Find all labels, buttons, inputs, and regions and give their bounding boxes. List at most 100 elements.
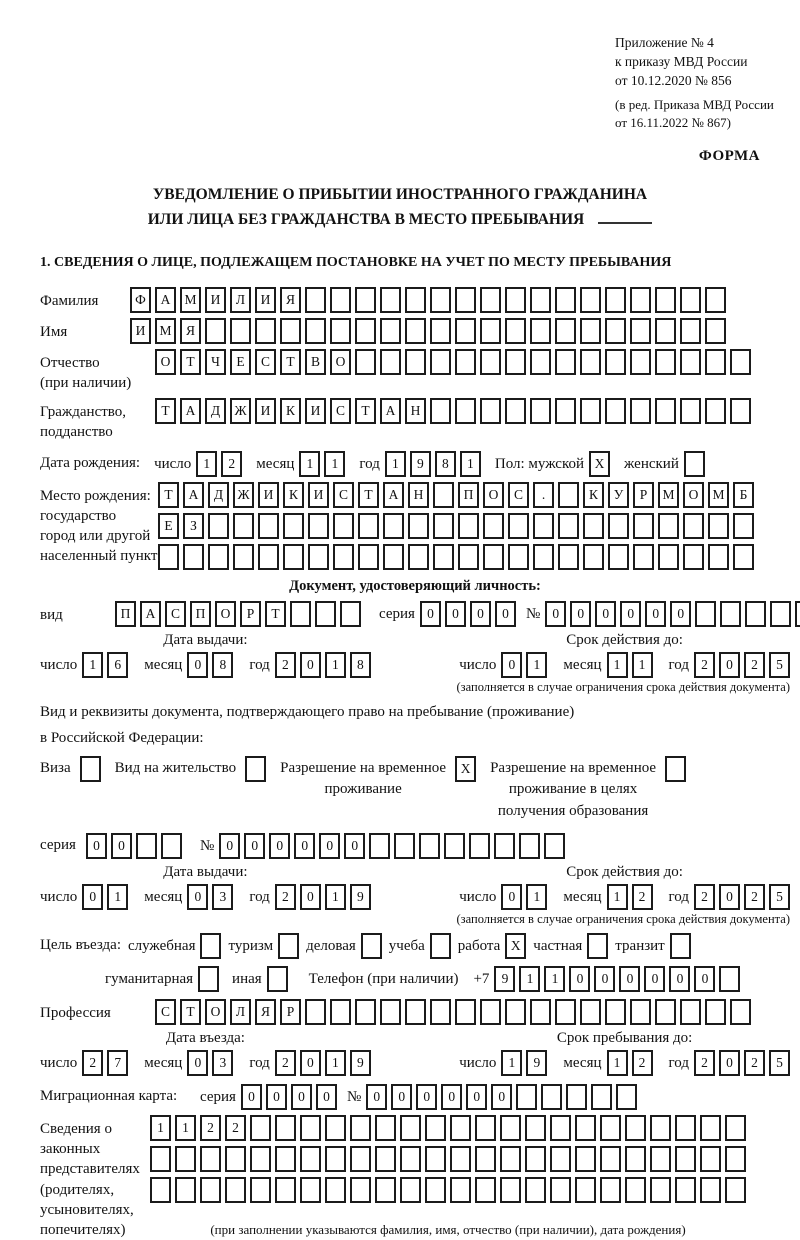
filled-cell: 0 — [644, 965, 666, 992]
filled-cell: 2 — [225, 1114, 246, 1141]
filled-cell: 0 — [569, 965, 591, 992]
empty-cell — [300, 1176, 321, 1203]
filled-cell: У — [608, 481, 629, 508]
empty-cell — [430, 398, 451, 425]
empty-cell — [430, 317, 451, 344]
filled-cell: 1 — [299, 450, 321, 477]
empty-cell — [655, 286, 676, 313]
filled-cell: 0 — [570, 600, 592, 627]
empty-cell — [508, 543, 529, 570]
filled-cell: О — [155, 348, 176, 375]
empty-cell — [580, 317, 601, 344]
given-name-label: Имя — [40, 323, 68, 340]
sex-male-label: Пол: мужской — [494, 456, 585, 473]
empty-cell — [355, 317, 376, 344]
empty-cell — [250, 1145, 271, 1172]
empty-cell — [305, 286, 326, 313]
residence-permit-label: Вид на жительство — [114, 759, 237, 776]
purpose-other-checkbox — [266, 965, 288, 992]
empty-cell — [280, 317, 301, 344]
filled-cell: 1 — [606, 1049, 628, 1076]
filled-cell: 0 — [419, 600, 441, 627]
appendix-header: Приложение № 4 к приказу МВД России от 1… — [615, 34, 800, 132]
filled-cell: 0 — [82, 883, 104, 910]
series-label: серия — [200, 1089, 236, 1106]
valid-until-caption: Срок действия до: — [566, 631, 683, 648]
empty-cell — [290, 600, 311, 627]
purpose-humanitarian-checkbox — [198, 965, 220, 992]
filled-cell: Е — [158, 512, 179, 539]
empty-cell — [458, 512, 479, 539]
empty-cell — [580, 348, 601, 375]
filled-cell: А — [380, 398, 401, 425]
empty-cell — [530, 398, 551, 425]
filled-cell: 6 — [107, 651, 129, 678]
filled-cell: Ч — [205, 348, 226, 375]
empty-cell — [350, 1176, 371, 1203]
empty-cell — [725, 1114, 746, 1141]
filled-cell: Т — [158, 481, 179, 508]
empty-cell — [305, 317, 326, 344]
empty-cell — [455, 286, 476, 313]
year-label: год — [359, 456, 380, 473]
empty-cell — [650, 1145, 671, 1172]
empty-cell — [225, 1176, 246, 1203]
filled-cell: 0 — [620, 600, 642, 627]
filled-cell: Л — [230, 998, 251, 1025]
filled-cell: 2 — [82, 1049, 104, 1076]
empty-cell — [555, 286, 576, 313]
empty-cell — [705, 317, 726, 344]
filled-cell: 1 — [324, 1049, 346, 1076]
filled-cell: Р — [633, 481, 654, 508]
empty-cell — [533, 512, 554, 539]
filled-cell: К — [583, 481, 604, 508]
filled-cell: 0 — [187, 883, 209, 910]
appendix-line: к приказу МВД России — [615, 53, 748, 69]
empty-cell — [333, 512, 354, 539]
empty-cell — [544, 832, 566, 859]
filled-cell: С — [330, 398, 351, 425]
filled-cell: 0 — [240, 1083, 262, 1110]
empty-cell — [400, 1114, 421, 1141]
empty-cell — [725, 1145, 746, 1172]
form-page: Приложение № 4 к приказу МВД России от 1… — [0, 34, 800, 1238]
filled-cell: М — [658, 481, 679, 508]
day-label: число — [154, 456, 192, 473]
empty-cell — [360, 932, 382, 959]
filled-cell: П — [115, 600, 136, 627]
valid-until-block: Срок действия до: число 0 1 месяц 1 1 год 2 0 2… — [459, 632, 790, 678]
empty-cell — [380, 286, 401, 313]
empty-cell — [555, 348, 576, 375]
filled-cell: А — [180, 398, 201, 425]
month-label: месяц — [256, 456, 295, 473]
filled-cell: О — [330, 348, 351, 375]
empty-cell — [600, 1145, 621, 1172]
filled-cell: 5 — [769, 883, 790, 910]
filled-cell: 0 — [187, 1049, 209, 1076]
filled-cell: М — [708, 481, 729, 508]
empty-cell — [655, 348, 676, 375]
entry-purpose-row2: гуманитарная иная Телефон (при наличии) … — [105, 965, 790, 992]
filled-cell: 0 — [299, 883, 321, 910]
empty-cell — [150, 1176, 171, 1203]
empty-cell — [350, 1114, 371, 1141]
filled-cell: Т — [155, 398, 176, 425]
empty-cell — [158, 543, 179, 570]
empty-cell — [394, 832, 416, 859]
filled-cell: X — [589, 450, 611, 477]
filled-cell: X — [455, 755, 477, 782]
empty-cell — [630, 398, 651, 425]
filled-cell: 0 — [444, 600, 466, 627]
empty-cell — [425, 1114, 446, 1141]
empty-cell — [175, 1176, 196, 1203]
migration-card-label: Миграционная карта: — [40, 1088, 178, 1105]
issue-date-caption: Дата выдачи: — [163, 631, 248, 648]
empty-cell — [283, 543, 304, 570]
appendix-line: Приложение № 4 — [615, 35, 714, 50]
